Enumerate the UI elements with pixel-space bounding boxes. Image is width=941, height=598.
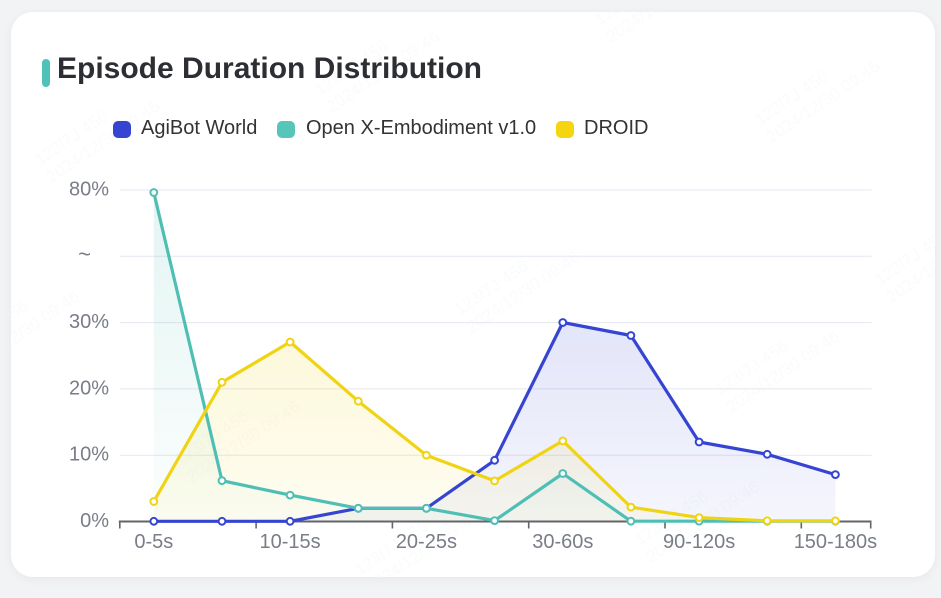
svg-text:30%: 30%: [69, 311, 109, 333]
svg-text:20%: 20%: [69, 377, 109, 399]
svg-text:20-25s: 20-25s: [396, 531, 457, 553]
svg-text:~: ~: [78, 241, 91, 266]
svg-text:80%: 80%: [69, 179, 109, 201]
svg-text:150-180s: 150-180s: [794, 531, 877, 553]
svg-text:0%: 0%: [80, 510, 109, 532]
svg-text:30-60s: 30-60s: [532, 531, 593, 553]
svg-text:10%: 10%: [69, 444, 109, 466]
svg-text:0-5s: 0-5s: [134, 531, 173, 553]
svg-text:90-120s: 90-120s: [663, 531, 735, 553]
svg-text:10-15s: 10-15s: [260, 531, 321, 553]
